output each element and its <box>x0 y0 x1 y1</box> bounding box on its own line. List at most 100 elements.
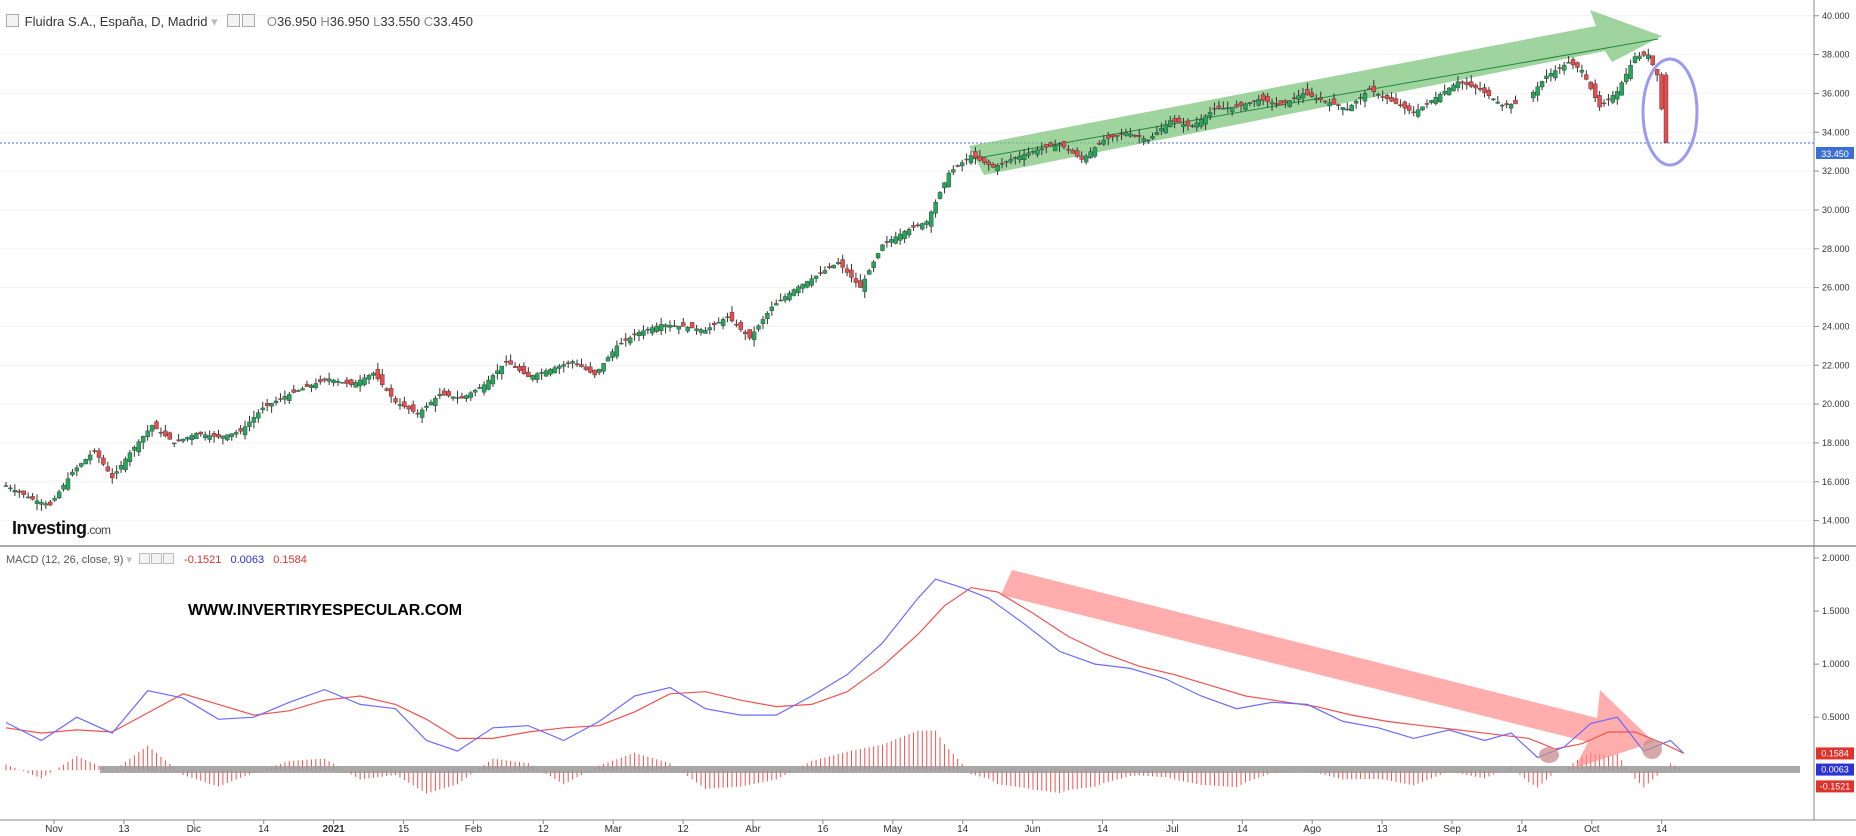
price-axis-ticks: 40.000 38.000 36.000 34.000 32.000 30.000 28.0… <box>1814 11 1850 526</box>
candle-body <box>822 270 828 274</box>
macd-tick-label: 2.0000 <box>1822 553 1850 563</box>
candle-body <box>145 430 150 437</box>
candle-body <box>384 388 389 391</box>
trend-arrow-green <box>969 10 1662 175</box>
candle-body <box>1650 55 1655 65</box>
instrument-title: Fluidra S.A., España, D, Madrid <box>24 14 208 29</box>
candle-body <box>211 433 217 437</box>
candle-body <box>1446 87 1452 96</box>
candle-body <box>924 221 929 225</box>
candle-body <box>96 450 102 458</box>
candle-body <box>1491 98 1496 101</box>
candle-body <box>1322 100 1328 103</box>
candle-body <box>242 426 248 436</box>
candle-body <box>787 292 792 301</box>
candle-body <box>1646 54 1651 59</box>
ohlc-values: O36.950 H36.950 L33.550 C33.450 <box>266 14 473 29</box>
candle-body <box>645 328 651 331</box>
macd-value-tag <box>1816 780 1854 793</box>
price-tick-label: 26.000 <box>1822 283 1850 293</box>
dropdown-arrow-icon[interactable]: ▾ <box>126 554 132 566</box>
candle-body <box>1637 55 1642 60</box>
candle-body <box>1482 87 1487 93</box>
x-tick-label: 14 <box>1656 824 1668 835</box>
candle-body <box>1340 107 1346 110</box>
candle-body <box>982 157 987 163</box>
candle-body <box>1123 132 1129 136</box>
candle-body <box>1460 81 1465 84</box>
dropdown-arrow-icon[interactable]: ▾ <box>211 14 218 29</box>
close-icon[interactable] <box>163 553 175 564</box>
candle-body <box>1424 103 1430 105</box>
macd-value-tag <box>1816 763 1854 776</box>
candle-body <box>1159 128 1164 132</box>
candle-body <box>911 225 916 228</box>
candle-body <box>1110 134 1115 138</box>
collapse-icon[interactable] <box>6 14 19 27</box>
candle-body <box>800 283 805 289</box>
candle-body <box>1101 139 1107 145</box>
x-tick-label: 14 <box>1516 824 1528 835</box>
candle-body <box>43 503 49 506</box>
candle-body <box>1265 96 1270 102</box>
candle-body <box>1044 144 1049 148</box>
candle-body <box>663 324 668 328</box>
candle-body <box>220 435 226 439</box>
candle-body <box>1495 101 1500 104</box>
candle-body <box>415 412 420 415</box>
candle-body <box>291 389 296 393</box>
macd-tick-label: 1.5000 <box>1822 606 1850 616</box>
candle-body <box>1274 103 1279 105</box>
candle-body <box>1039 148 1045 151</box>
candle-body <box>1584 74 1589 80</box>
candle-body <box>1057 143 1062 146</box>
candle-body <box>1557 67 1562 69</box>
x-tick-label: Nov <box>45 824 63 835</box>
settings-icon[interactable] <box>151 553 163 564</box>
candle-body <box>760 319 766 324</box>
candle-body <box>1119 133 1124 135</box>
collapse-icon[interactable] <box>139 553 151 564</box>
macd-title: MACD (12, 26, close, 9) <box>6 554 124 566</box>
candle-body <box>844 268 850 273</box>
candle-body <box>459 396 465 399</box>
price-tick-label: 18.000 <box>1822 438 1850 448</box>
candle-body <box>530 375 535 380</box>
candle-body <box>672 325 677 327</box>
candle-body <box>805 281 810 288</box>
price-tick-label: 22.000 <box>1822 360 1850 370</box>
price-tick-label: 28.000 <box>1822 244 1850 254</box>
x-tick-label: 15 <box>398 824 410 835</box>
candle-body <box>1269 102 1275 105</box>
candle-body <box>685 327 690 332</box>
candle-body <box>371 372 376 376</box>
candle-body <box>658 324 664 332</box>
candle-body <box>388 388 394 397</box>
candle-body <box>1176 117 1182 124</box>
candle-body <box>1336 104 1341 107</box>
candle-body <box>1469 81 1474 87</box>
candle-body <box>1619 82 1624 96</box>
candle-body <box>229 433 234 437</box>
candle-body <box>1455 81 1461 89</box>
candle-body <box>1420 106 1425 111</box>
candle-body <box>720 319 726 326</box>
candle-body <box>194 433 199 439</box>
candle-body <box>52 498 57 501</box>
x-tick-label: Jun <box>1025 824 1041 835</box>
settings-icon[interactable] <box>227 14 241 27</box>
candle-body <box>300 388 305 391</box>
cross-marker-2 <box>1642 739 1662 759</box>
candle-body <box>154 421 159 430</box>
candle-body <box>393 398 398 403</box>
candle-body <box>105 466 111 472</box>
candle-body <box>264 403 270 406</box>
candle-body <box>486 379 491 390</box>
macd-pane: 2.0000 1.5000 1.0000 0.5000 0.1584 0.0063 -0.… <box>5 553 1854 794</box>
candle-body <box>1530 92 1536 99</box>
candle-body <box>1349 104 1354 112</box>
macd-value-tag-label: 0.1584 <box>1821 748 1849 758</box>
candle-body <box>247 421 252 427</box>
close-icon[interactable] <box>242 14 256 27</box>
candle-body <box>867 270 872 275</box>
